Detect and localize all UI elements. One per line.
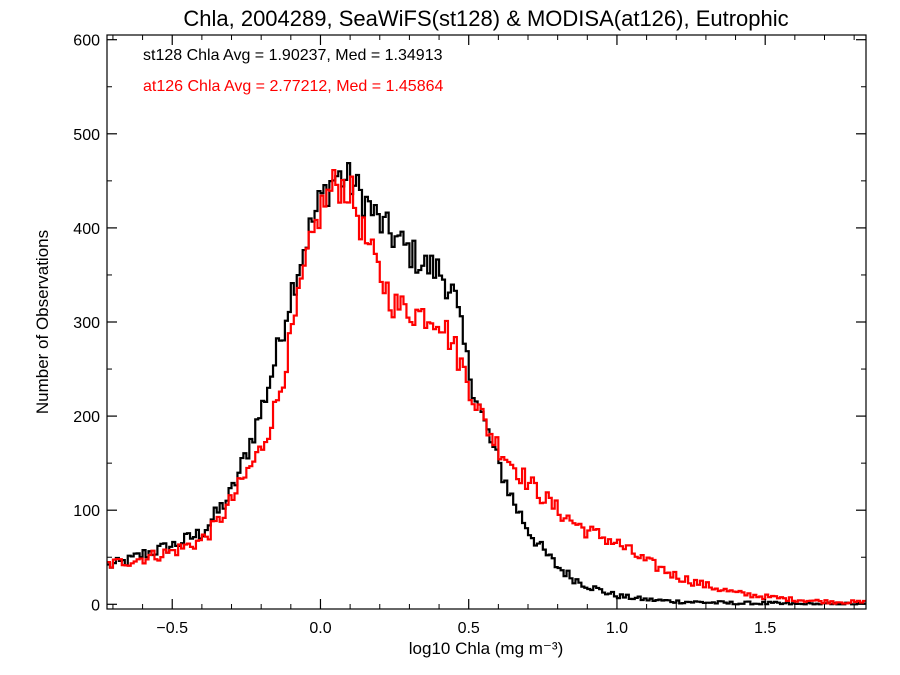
- y-tick-label: 500: [73, 127, 100, 144]
- x-tick-label: 0.5: [458, 620, 480, 637]
- chart-title: Chla, 2004289, SeaWiFS(st128) & MODISA(a…: [183, 6, 788, 31]
- series-at126-line: [107, 168, 866, 605]
- y-tick-label: 0: [91, 597, 100, 614]
- annotation-at126-stats: at126 Chla Avg = 2.77212, Med = 1.45864: [143, 78, 443, 95]
- x-axis-ticks: −0.5 0.0 0.5 1.0 1.5: [112, 35, 855, 637]
- series-st128-line: [107, 162, 866, 606]
- x-tick-label: 1.5: [754, 620, 776, 637]
- plot-area: −0.5 0.0 0.5 1.0 1.5 0 100 200 300 400 500 600: [73, 33, 867, 637]
- x-tick-label: −0.5: [156, 620, 188, 637]
- y-tick-label: 300: [73, 315, 100, 332]
- x-tick-label: 1.0: [606, 620, 628, 637]
- y-axis-label: Number of Observations: [33, 230, 52, 414]
- y-tick-label: 100: [73, 503, 100, 520]
- y-tick-label: 400: [73, 221, 100, 238]
- y-tick-label: 200: [73, 409, 100, 426]
- series-layer: [107, 162, 866, 606]
- x-tick-label: 0.0: [309, 620, 331, 637]
- y-axis-ticks: 0 100 200 300 400 500 600: [73, 33, 866, 614]
- annotation-st128-stats: st128 Chla Avg = 1.90237, Med = 1.34913: [143, 47, 443, 64]
- x-axis-label: log10 Chla (mg m⁻³): [409, 639, 563, 658]
- y-tick-label: 600: [73, 33, 100, 50]
